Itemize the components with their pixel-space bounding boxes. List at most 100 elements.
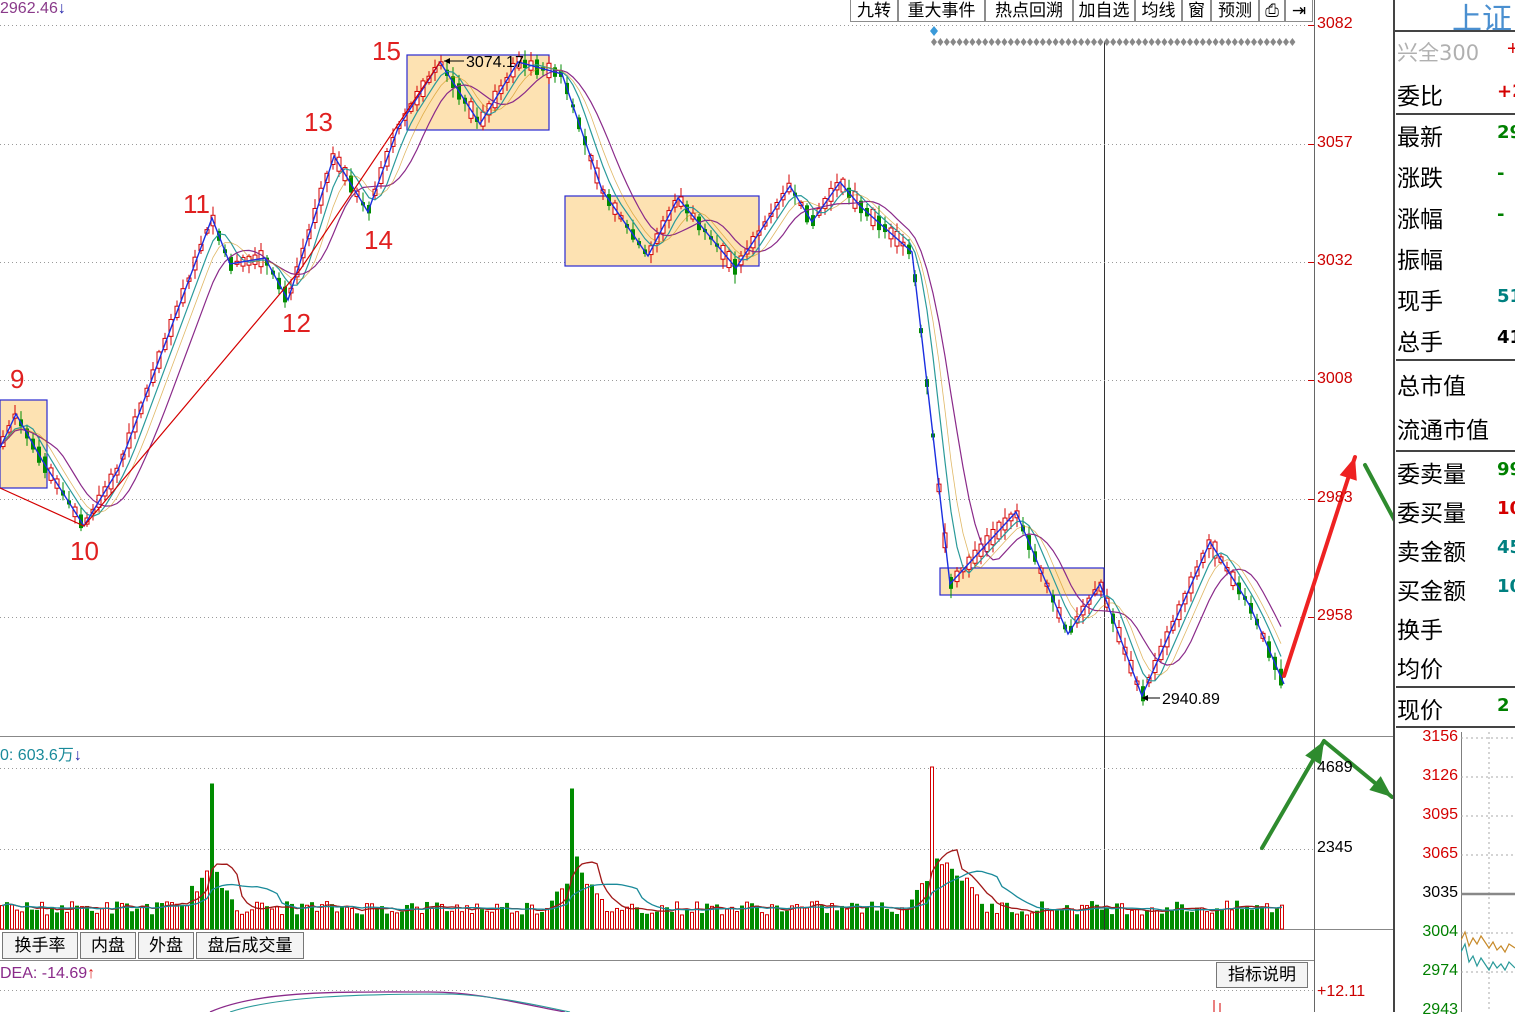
order-ratio-label: 委比	[1397, 84, 1443, 110]
tab-turnover[interactable]: 换手率	[2, 932, 78, 959]
high-arrow-icon	[444, 58, 450, 64]
consolidation-box	[939, 567, 1105, 596]
volume-bar	[505, 902, 509, 930]
event-dot-icon	[1251, 38, 1257, 46]
volume-bar	[195, 891, 199, 930]
volume-bar	[845, 908, 849, 930]
volume-bar	[20, 911, 24, 930]
add-watchlist-button[interactable]: 加自选	[1073, 0, 1135, 22]
event-dot-icon	[1155, 38, 1161, 46]
event-dot-icon	[1148, 38, 1155, 46]
volume-bar	[310, 902, 314, 930]
volume-bar	[1130, 909, 1134, 930]
price-tick-label: 3008	[1317, 370, 1353, 387]
volume-bar	[85, 905, 89, 930]
hot-review-button[interactable]: 热点回溯	[985, 0, 1073, 22]
volume-bar	[380, 906, 384, 930]
mini-chart-tick: 3035	[1422, 884, 1458, 901]
current-lots-value: 51	[1497, 286, 1515, 307]
tab-outer-volume[interactable]: 外盘	[138, 932, 194, 959]
price-tick-label: 2958	[1317, 607, 1353, 624]
mini-chart-tick: 3065	[1422, 845, 1458, 862]
major-events-button[interactable]: 重大事件	[898, 0, 985, 22]
current-price-value: 2	[1497, 695, 1510, 716]
volume-bar	[1230, 909, 1234, 930]
event-dot-icon	[1052, 38, 1059, 46]
indicator-header-value: DEA: -14.69	[0, 965, 88, 982]
event-dot-icon	[1065, 38, 1072, 46]
buy-volume-label: 委买量	[1397, 501, 1466, 527]
event-dot-icon	[1110, 38, 1117, 46]
volume-bar	[1220, 908, 1224, 930]
volume-bar	[900, 907, 904, 930]
volume-bar	[465, 905, 469, 930]
forecast-button[interactable]: 预测	[1211, 0, 1259, 22]
volume-bar	[490, 911, 494, 930]
indicator-explain-button[interactable]: 指标说明	[1216, 962, 1308, 988]
volume-bar	[270, 908, 274, 930]
event-dot-icon	[1263, 38, 1270, 46]
volume-ma-short	[1, 849, 1283, 914]
green-right-arrow-head-icon	[1369, 776, 1392, 797]
volume-bar	[335, 911, 339, 930]
volume-bar	[1215, 908, 1219, 930]
event-dot-icon	[1206, 38, 1213, 46]
volume-bar	[1250, 909, 1254, 930]
volume-bar	[940, 864, 944, 930]
tab-after-hours-volume[interactable]: 盘后成交量	[196, 932, 304, 959]
volume-bar	[395, 912, 399, 930]
amplitude-label: 振幅	[1397, 248, 1443, 274]
volume-bar	[170, 902, 174, 930]
indicator-header-arrow: ↑	[87, 965, 96, 982]
volume-bar	[1060, 910, 1064, 930]
volume-bar	[765, 914, 769, 930]
volume-bar	[665, 907, 669, 930]
volume-bar	[690, 911, 694, 930]
volume-bar	[1040, 901, 1044, 930]
latest-price-value: 29	[1497, 122, 1515, 143]
volume-bar	[815, 900, 819, 930]
volume-bar	[805, 906, 809, 930]
event-dot-icon	[975, 38, 982, 46]
moving-average-button[interactable]: 均线	[1135, 0, 1182, 22]
volume-bar	[680, 914, 684, 930]
volume-bar	[920, 883, 924, 930]
dif-line	[209, 991, 566, 1013]
volume-bar	[800, 906, 804, 930]
volume-bar	[125, 903, 129, 930]
event-dot-icon	[956, 38, 963, 46]
volume-bar	[545, 907, 549, 930]
volume-bar	[110, 913, 114, 930]
volume-bar	[1010, 912, 1014, 930]
volume-bar	[1030, 912, 1034, 930]
volume-bar	[715, 904, 719, 930]
volume-bar	[295, 914, 299, 930]
related-name[interactable]: 兴全300	[1397, 41, 1480, 65]
volume-bar	[220, 887, 224, 930]
volume-bar	[850, 902, 854, 930]
window-button[interactable]: 窗	[1182, 0, 1211, 22]
tab-inner-volume[interactable]: 内盘	[80, 932, 136, 959]
exit-icon[interactable]: ⇥	[1285, 0, 1313, 22]
event-dot-icon	[1001, 38, 1008, 46]
mini-intraday-chart[interactable]	[1461, 732, 1515, 1012]
volume-bar	[1185, 911, 1189, 930]
volume-bar	[1020, 911, 1024, 930]
print-icon[interactable]: ⎙	[1259, 0, 1285, 22]
indicator-tick: +12.11	[1317, 983, 1366, 1000]
event-dot-icon	[1270, 38, 1277, 46]
nine-turn-button[interactable]: 九转	[850, 0, 898, 22]
volume-bar	[670, 911, 674, 930]
change-pct-label: 涨幅	[1397, 207, 1443, 233]
volume-tick: 4689	[1317, 759, 1353, 776]
volume-bar	[1005, 902, 1009, 930]
buy-volume-value: 10	[1497, 498, 1515, 519]
volume-bar	[255, 901, 259, 930]
volume-bar	[385, 913, 389, 930]
event-dot-icon	[1135, 38, 1142, 46]
volume-bar	[910, 899, 914, 930]
volume-bar	[720, 914, 724, 930]
price-tick-label: 2983	[1317, 489, 1353, 506]
